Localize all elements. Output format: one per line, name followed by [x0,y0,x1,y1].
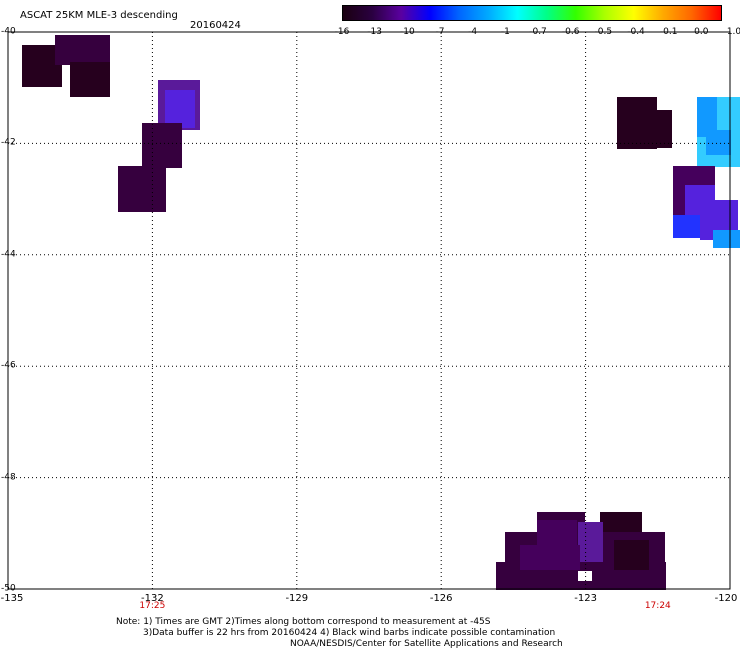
pass-time-label: 17:24 [644,601,671,611]
plot-frame [7,31,731,590]
latitude-label: -44 [1,249,16,260]
pass-time-label: 17:25 [139,601,166,611]
swath-cell [118,166,166,212]
colorbar-tick-label: 1.0 [726,27,740,37]
longitude-label: -123 [574,593,597,604]
swath-layer [22,35,740,590]
latitude-label: -50 [1,583,16,594]
chart-date: 20160424 [190,20,241,31]
swath-cell [640,110,672,148]
swath-cell [673,215,703,238]
swath-cell [520,545,580,570]
swath-cell [70,62,110,97]
colorbar [342,5,722,21]
swath-gap [578,571,592,581]
latitude-label: -46 [1,360,16,371]
note-line-2: 3)Data buffer is 22 hrs from 20160424 4)… [143,628,556,638]
latitude-label: -48 [1,472,16,483]
longitude-label: -135 [0,593,24,604]
swath-cell [55,35,110,65]
swath-cell [165,90,195,128]
longitude-label: -126 [429,593,453,604]
swath-cell [706,130,731,155]
longitude-label: -120 [714,593,738,604]
longitude-label: -132 [141,593,164,604]
note-line-1: Note: 1) Times are GMT 2)Times along bot… [116,617,491,627]
latitude-label: -42 [1,137,16,148]
chart-title: ASCAT 25KM MLE-3 descending [20,10,178,21]
note-line-3: NOAA/NESDIS/Center for Satellite Applica… [290,639,563,649]
swath-cell [697,97,717,137]
longitude-label: -129 [285,593,309,604]
graticule [8,32,730,589]
swath-cell [713,230,740,248]
swath-cell [142,123,182,168]
latitude-label: -40 [1,26,16,37]
swath-cell [614,540,649,570]
